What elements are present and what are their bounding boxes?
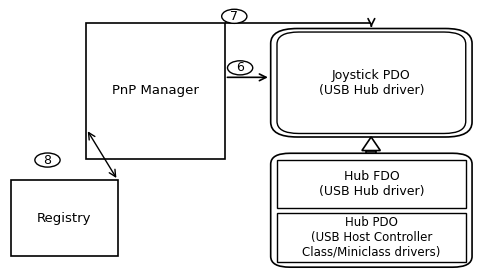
Text: 7: 7: [230, 10, 238, 23]
FancyBboxPatch shape: [271, 153, 472, 267]
FancyBboxPatch shape: [277, 32, 466, 133]
FancyBboxPatch shape: [271, 28, 472, 137]
Bar: [366, 150, 376, 153]
Circle shape: [227, 61, 253, 75]
Circle shape: [222, 9, 247, 23]
Text: Hub FDO
(USB Hub driver): Hub FDO (USB Hub driver): [319, 170, 425, 198]
Text: 8: 8: [43, 153, 52, 167]
Text: 6: 6: [236, 61, 244, 74]
Bar: [277, 160, 466, 207]
Bar: [86, 23, 224, 159]
Bar: [277, 213, 466, 262]
Text: Hub PDO
(USB Host Controller
Class/Miniclass drivers): Hub PDO (USB Host Controller Class/Minic…: [303, 216, 441, 259]
Circle shape: [35, 153, 60, 167]
Text: PnP Manager: PnP Manager: [112, 84, 199, 97]
Polygon shape: [362, 137, 380, 150]
Text: Joystick PDO
(USB Hub driver): Joystick PDO (USB Hub driver): [319, 69, 424, 97]
Text: Registry: Registry: [37, 212, 92, 225]
Bar: [11, 180, 118, 256]
